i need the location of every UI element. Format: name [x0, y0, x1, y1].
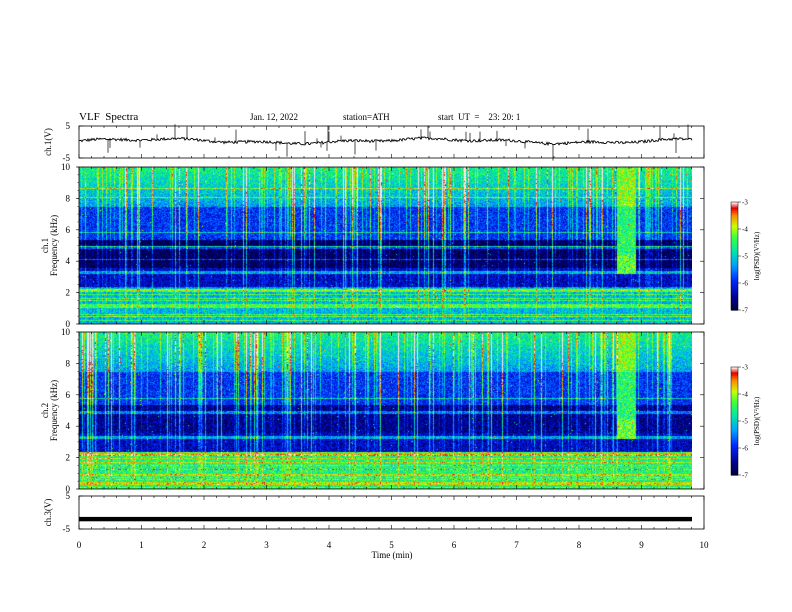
ch1-colorbar-tick: -3 — [742, 199, 748, 207]
ch1-colorbar-tick: -6 — [742, 280, 748, 288]
ch2-colorbar-tick: -6 — [742, 445, 748, 453]
ch3-trace — [79, 516, 692, 522]
ch2-colorbar-label: log(PSD)(V²/Hz) — [753, 396, 761, 445]
ch1-ytick-label: 10 — [61, 162, 71, 172]
xtick-label: 10 — [700, 540, 710, 550]
ch1-spectrogram-panel: 0 2 4 6 8 10 ch.1 Frequency (kHz) -3 -4 -5 -6 -7 log(… — [40, 162, 761, 329]
ch2-ylabel-channel: ch.2 — [40, 403, 50, 418]
ch1-spectrogram-image — [79, 167, 692, 324]
ch1-colorbar-tick: -7 — [742, 307, 748, 315]
time-axis: 0 1 2 3 4 5 6 7 8 9 10 Time (min) — [77, 540, 709, 560]
ch2-ytick-label: 0 — [66, 484, 71, 494]
ch2-ytick-label: 4 — [66, 421, 71, 431]
station-label: station=ATH — [343, 112, 390, 122]
ch1-waveform-panel: 5 -5 ch.1(V) — [43, 121, 705, 163]
ch2-colorbar-tick: -3 — [742, 364, 748, 372]
ch1-ytick-label: 6 — [66, 225, 71, 235]
ch1-colorbar-label: log(PSD)(V²/Hz) — [753, 231, 761, 280]
ch1-ytick-label: 2 — [66, 288, 71, 298]
ch1-ylabel: ch.1(V) — [43, 128, 53, 156]
ch1-ylabel-channel: ch.1 — [40, 238, 50, 253]
ch1-ytick-label: 8 — [66, 193, 71, 203]
ch1-colorbar-tick: -5 — [742, 253, 748, 261]
ch1-colorbar: -3 -4 -5 -6 -7 log(PSD)(V²/Hz) — [730, 199, 761, 315]
ch1-ylabel-frequency: Frequency (kHz) — [49, 215, 59, 276]
ch2-ytick-label: 8 — [66, 358, 71, 368]
ch1-ytick-label: -5 — [63, 153, 71, 163]
xtick-label: 5 — [389, 540, 394, 550]
xaxis-label: Time (min) — [372, 550, 413, 560]
xtick-label: 0 — [77, 540, 82, 550]
ch2-colorbar: -3 -4 -5 -6 -7 log(PSD)(V²/Hz) — [730, 364, 761, 480]
ch2-ytick-label: 2 — [66, 453, 71, 463]
xtick-label: 7 — [514, 540, 519, 550]
xtick-label: 1 — [139, 540, 144, 550]
xtick-label: 9 — [639, 540, 644, 550]
xtick-label: 3 — [264, 540, 269, 550]
start-time-label: start UT = 23: 20: 1 — [438, 112, 521, 122]
ch2-spectrogram-image — [79, 332, 692, 489]
ch3-ytick-label: -5 — [63, 524, 71, 534]
ch1-trace — [78, 136, 693, 147]
ch1-ytick-label: 0 — [66, 319, 71, 329]
ch2-ytick-label: 10 — [61, 327, 71, 337]
ch1-colorbar-tick: -4 — [742, 226, 748, 234]
ch1-ytick-label: 5 — [66, 121, 71, 131]
xtick-label: 8 — [577, 540, 582, 550]
date-label: Jan. 12, 2022 — [250, 112, 298, 122]
ch2-colorbar-tick: -7 — [742, 472, 748, 480]
ch2-colorbar-tick: -4 — [742, 391, 748, 399]
ch2-colorbar-tick: -5 — [742, 418, 748, 426]
ch2-ytick-label: 6 — [66, 390, 71, 400]
ch3-frame — [78, 495, 705, 530]
xtick-label: 2 — [202, 540, 207, 550]
chart-title: VLF Spectra — [79, 111, 139, 123]
xtick-label: 6 — [452, 540, 457, 550]
ch3-waveform-panel: 5 -5 ch.3(V) — [43, 491, 705, 534]
xtick-label: 4 — [327, 540, 332, 550]
ch1-ytick-label: 4 — [66, 256, 71, 266]
ch2-ylabel-frequency: Frequency (kHz) — [49, 380, 59, 441]
ch3-ytick-label: 5 — [66, 491, 71, 501]
ch3-ylabel: ch.3(V) — [43, 499, 53, 527]
ch2-spectrogram-panel: 0 2 4 6 8 10 ch.2 Frequency (kHz) -3 -4 -5 -6 -7 log(… — [40, 327, 761, 494]
